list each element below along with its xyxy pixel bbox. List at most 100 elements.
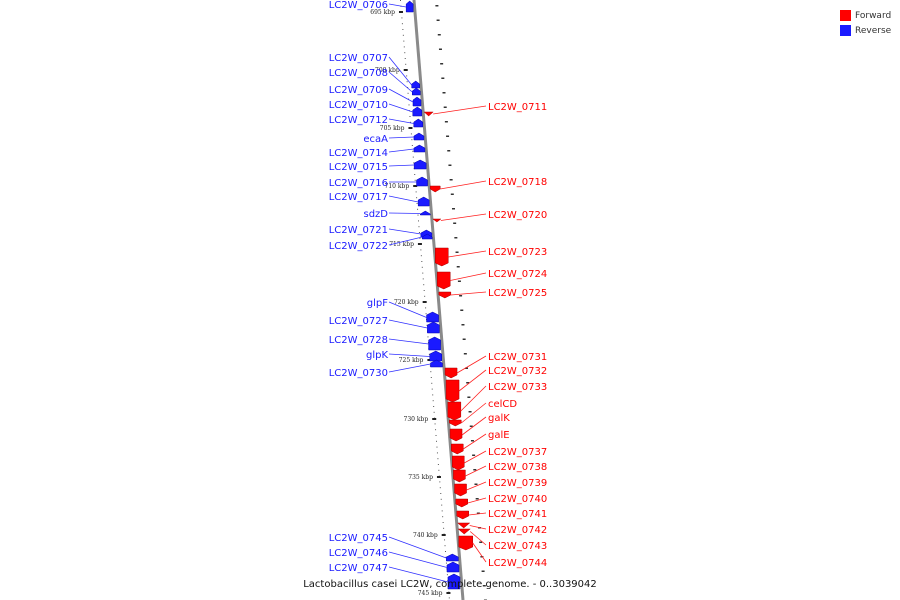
ruler-right-tick: [444, 121, 448, 123]
ruler-right-tick: [456, 266, 460, 268]
gene-lc2w-0708[interactable]: [412, 87, 421, 96]
gene-ecaa[interactable]: [413, 132, 425, 141]
gene-lc2w-0709[interactable]: [412, 96, 422, 107]
gene-gale[interactable]: [451, 443, 464, 455]
ruler-minor-tick: [405, 63, 407, 65]
ruler-major-tick: [408, 127, 413, 129]
gene-glpk[interactable]: [429, 350, 442, 362]
gene-lc2w-0746[interactable]: [446, 561, 460, 573]
gene-label-lc2w-0746[interactable]: LC2W_0746: [329, 548, 388, 559]
gene-lc2w-0742[interactable]: [457, 522, 471, 529]
gene-label-connector: [465, 465, 487, 477]
gene-label-connector: [461, 416, 487, 436]
ruler-right-tick: [441, 77, 445, 79]
gene-lc2w-0739[interactable]: [454, 483, 467, 497]
gene-label-lc2w-0706[interactable]: LC2W_0706: [329, 0, 388, 11]
gene-label-lc2w-0717[interactable]: LC2W_0717: [329, 192, 388, 203]
gene-label-gale[interactable]: galE: [488, 430, 510, 441]
ruler-right-tick: [462, 338, 466, 340]
gene-label-glpk[interactable]: glpK: [366, 350, 388, 361]
gene-lc2w-0718[interactable]: [429, 185, 441, 193]
gene-lc2w-0732[interactable]: [445, 379, 460, 403]
gene-lc2w-0737[interactable]: [451, 455, 465, 471]
gene-label-connector: [388, 212, 421, 214]
gene-lc2w-0706[interactable]: [405, 0, 414, 13]
gene-lc2w-0728[interactable]: [428, 336, 441, 351]
gene-lc2w-0724[interactable]: [436, 271, 451, 290]
gene-label-lc2w-0723[interactable]: LC2W_0723: [488, 247, 547, 258]
ruler-minor-tick: [425, 313, 427, 315]
ruler-minor-tick: [432, 400, 434, 402]
gene-label-lc2w-0721[interactable]: LC2W_0721: [329, 225, 388, 236]
gene-lc2w-0727[interactable]: [427, 321, 440, 334]
gene-label-lc2w-0730[interactable]: LC2W_0730: [329, 368, 388, 379]
gene-label-lc2w-0728[interactable]: LC2W_0728: [329, 335, 388, 346]
ruler-right-tick: [448, 164, 452, 166]
legend-label-reverse: Reverse: [855, 25, 892, 36]
gene-label-connector: [461, 402, 487, 424]
gene-label-lc2w-0707[interactable]: LC2W_0707: [329, 53, 388, 64]
gene-label-lc2w-0727[interactable]: LC2W_0727: [329, 316, 388, 327]
gene-lc2w-0741[interactable]: [456, 510, 469, 520]
gene-label-lc2w-0741[interactable]: LC2W_0741: [488, 509, 547, 520]
gene-glpf[interactable]: [426, 311, 439, 323]
gene-label-glpf[interactable]: glpF: [367, 298, 388, 309]
gene-lc2w-0743[interactable]: [457, 528, 471, 535]
gene-label-lc2w-0731[interactable]: LC2W_0731: [488, 352, 547, 363]
ruler-right-tick: [447, 150, 451, 152]
gene-label-lc2w-0747[interactable]: LC2W_0747: [329, 563, 388, 574]
gene-lc2w-0710[interactable]: [412, 106, 423, 117]
gene-label-lc2w-0724[interactable]: LC2W_0724: [488, 269, 547, 280]
gene-label-lc2w-0732[interactable]: LC2W_0732: [488, 366, 547, 377]
gene-lc2w-0720[interactable]: [432, 218, 442, 223]
gene-label-lc2w-0744[interactable]: LC2W_0744: [488, 558, 547, 569]
gene-label-lc2w-0709[interactable]: LC2W_0709: [329, 85, 388, 96]
gene-lc2w-0733[interactable]: [447, 401, 462, 421]
gene-lc2w-0707[interactable]: [411, 80, 420, 89]
gene-label-lc2w-0710[interactable]: LC2W_0710: [329, 100, 388, 111]
gene-lc2w-0725[interactable]: [438, 291, 452, 299]
gene-label-lc2w-0740[interactable]: LC2W_0740: [488, 494, 547, 505]
gene-lc2w-0745[interactable]: [446, 553, 459, 562]
gene-label-lc2w-0737[interactable]: LC2W_0737: [488, 447, 547, 458]
gene-celcd[interactable]: [449, 419, 462, 427]
gene-lc2w-0711[interactable]: [423, 111, 434, 117]
gene-label-lc2w-0712[interactable]: LC2W_0712: [329, 115, 388, 126]
gene-label-lc2w-0739[interactable]: LC2W_0739: [488, 478, 547, 489]
gene-sdzd[interactable]: [420, 210, 431, 216]
gene-label-lc2w-0718[interactable]: LC2W_0718: [488, 177, 547, 188]
gene-label-lc2w-0716[interactable]: LC2W_0716: [329, 178, 388, 189]
gene-label-lc2w-0738[interactable]: LC2W_0738: [488, 462, 547, 473]
gene-label-sdzd[interactable]: sdzD: [363, 209, 388, 220]
gene-lc2w-0738[interactable]: [453, 469, 466, 483]
gene-label-lc2w-0711[interactable]: LC2W_0711: [488, 102, 547, 113]
ruler-minor-tick: [413, 162, 415, 164]
gene-lc2w-0730[interactable]: [430, 359, 443, 368]
gene-lc2w-0714[interactable]: [413, 144, 426, 153]
gene-galk[interactable]: [449, 428, 463, 442]
gene-lc2w-0747[interactable]: [447, 573, 461, 590]
gene-lc2w-0740[interactable]: [455, 498, 469, 508]
gene-label-lc2w-0743[interactable]: LC2W_0743: [488, 541, 547, 552]
gene-label-celcd[interactable]: celCD: [488, 399, 517, 410]
gene-label-lc2w-0733[interactable]: LC2W_0733: [488, 382, 547, 393]
gene-lc2w-0715[interactable]: [413, 159, 427, 170]
gene-lc2w-0723[interactable]: [435, 247, 449, 267]
ruler-major-tick: [446, 592, 451, 594]
gene-lc2w-0731[interactable]: [444, 367, 458, 379]
gene-label-lc2w-0745[interactable]: LC2W_0745: [329, 533, 388, 544]
gene-label-lc2w-0742[interactable]: LC2W_0742: [488, 525, 547, 536]
gene-label-lc2w-0708[interactable]: LC2W_0708: [329, 68, 388, 79]
gene-label-lc2w-0715[interactable]: LC2W_0715: [329, 162, 388, 173]
gene-lc2w-0744[interactable]: [458, 535, 474, 551]
gene-lc2w-0712[interactable]: [413, 118, 424, 128]
gene-lc2w-0716[interactable]: [416, 176, 428, 187]
gene-label-lc2w-0722[interactable]: LC2W_0722: [329, 241, 388, 252]
ruler-minor-tick: [412, 150, 414, 152]
gene-label-lc2w-0714[interactable]: LC2W_0714: [329, 148, 388, 159]
gene-label-ecaa[interactable]: ecaA: [363, 134, 388, 145]
gene-label-lc2w-0720[interactable]: LC2W_0720: [488, 210, 547, 221]
gene-label-lc2w-0725[interactable]: LC2W_0725: [488, 288, 547, 299]
gene-lc2w-0717[interactable]: [417, 196, 430, 207]
gene-label-galk[interactable]: galK: [488, 413, 510, 424]
